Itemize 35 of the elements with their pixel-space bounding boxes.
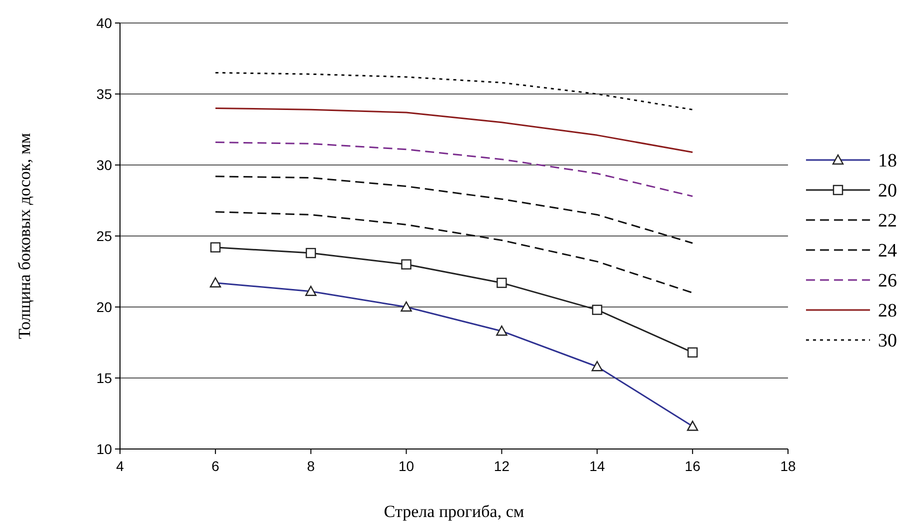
- legend-label: 22: [878, 210, 897, 232]
- line-series: [214, 72, 694, 110]
- y-axis-title: Толщина боковых досок, мм: [15, 132, 34, 340]
- x-tick-label: 14: [589, 458, 606, 474]
- x-tick-label: 16: [684, 458, 701, 474]
- x-tick-label: 10: [398, 458, 414, 474]
- y-tick-label: 20: [96, 298, 112, 315]
- legend-label: 30: [878, 330, 897, 352]
- legend-label: 28: [878, 300, 897, 322]
- line-series: [214, 107, 694, 153]
- legend-label: 18: [878, 150, 897, 172]
- y-tick-label: 30: [96, 156, 112, 173]
- point: [306, 248, 316, 258]
- x-tick-label: 6: [212, 458, 220, 474]
- y-tick-label: 35: [96, 86, 112, 102]
- x-tick-label: 4: [116, 458, 124, 474]
- point: [687, 347, 698, 358]
- legend-label: 20: [878, 180, 897, 202]
- x-tick-label: 18: [780, 458, 796, 474]
- x-tick-label: 8: [306, 458, 315, 474]
- y-tick-label: 40: [96, 14, 112, 31]
- x-tick-label: 12: [494, 458, 510, 474]
- y-tick-label: 25: [96, 228, 112, 244]
- line-series: [214, 142, 694, 197]
- point: [401, 259, 412, 270]
- y-tick-label: 15: [96, 370, 112, 386]
- point: [592, 304, 602, 315]
- line-series: [214, 176, 694, 244]
- point: [210, 242, 221, 252]
- y-tick-label: 10: [96, 440, 112, 457]
- legend-label: 24: [878, 240, 898, 262]
- point: [496, 278, 507, 288]
- legend-label: 26: [878, 270, 897, 292]
- x-axis-title: Стрела прогиба, см: [384, 502, 524, 521]
- line-series: [214, 211, 694, 294]
